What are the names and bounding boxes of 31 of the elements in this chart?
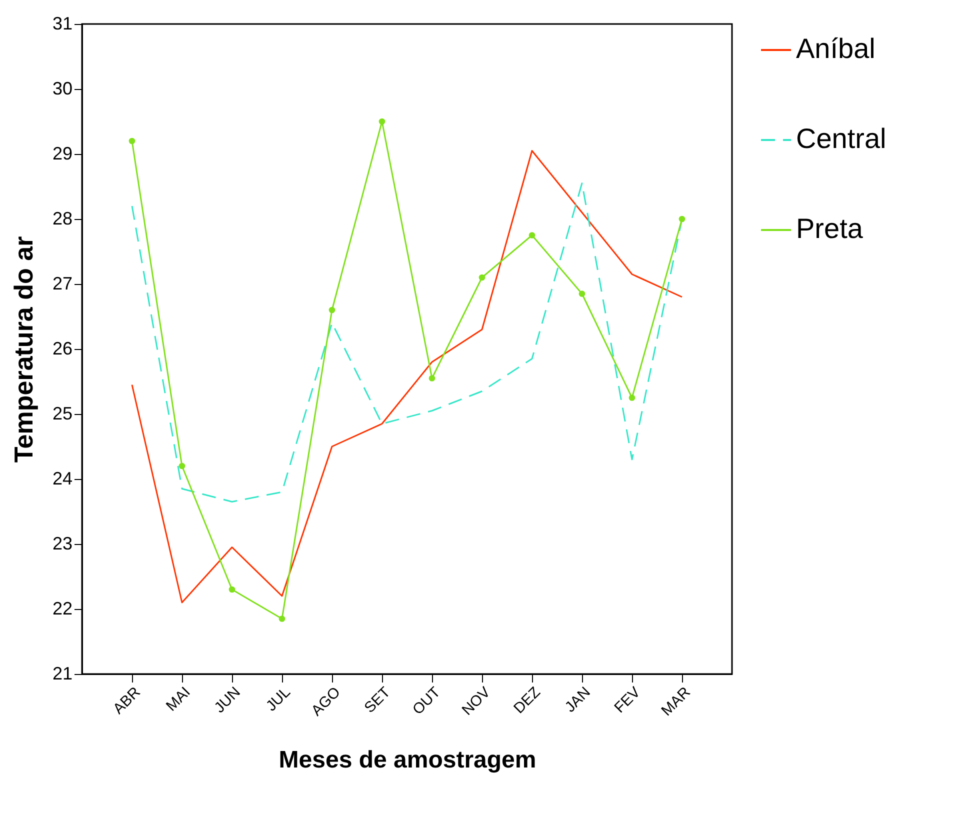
y-tick-label: 23: [52, 534, 72, 554]
y-tick-label: 30: [52, 78, 72, 98]
y-tick-label: 29: [52, 144, 72, 164]
point: [578, 290, 586, 297]
point: [328, 306, 336, 314]
point: [478, 274, 486, 281]
x-tick-label: JUL: [262, 684, 294, 715]
y-tick-label: 31: [52, 14, 72, 34]
x-axis-title: Meses de amostragem: [278, 746, 536, 774]
y-tick-label: 22: [52, 598, 72, 618]
point: [178, 462, 186, 470]
y-tick-label: 26: [52, 338, 72, 358]
point: [378, 118, 386, 125]
point: [228, 586, 236, 593]
x-tick-label: MAI: [162, 684, 194, 715]
y-tick-label: 28: [52, 208, 72, 228]
y-tick-label: 21: [52, 664, 72, 684]
y-tick-label: 24: [52, 468, 72, 488]
point: [428, 375, 436, 382]
point: [628, 394, 636, 401]
y-tick-label: 25: [52, 404, 72, 424]
x-tick-label: JAN: [562, 684, 594, 716]
point: [528, 232, 536, 238]
y-axis-title: Temperatura do ar: [8, 236, 38, 463]
point: [678, 216, 686, 222]
point: [128, 138, 136, 144]
legend-label: Aníbal: [796, 33, 876, 64]
point: [278, 616, 286, 622]
legend-label: Preta: [796, 213, 864, 244]
y-tick-label: 27: [52, 274, 72, 294]
legend-label: Central: [796, 123, 886, 154]
